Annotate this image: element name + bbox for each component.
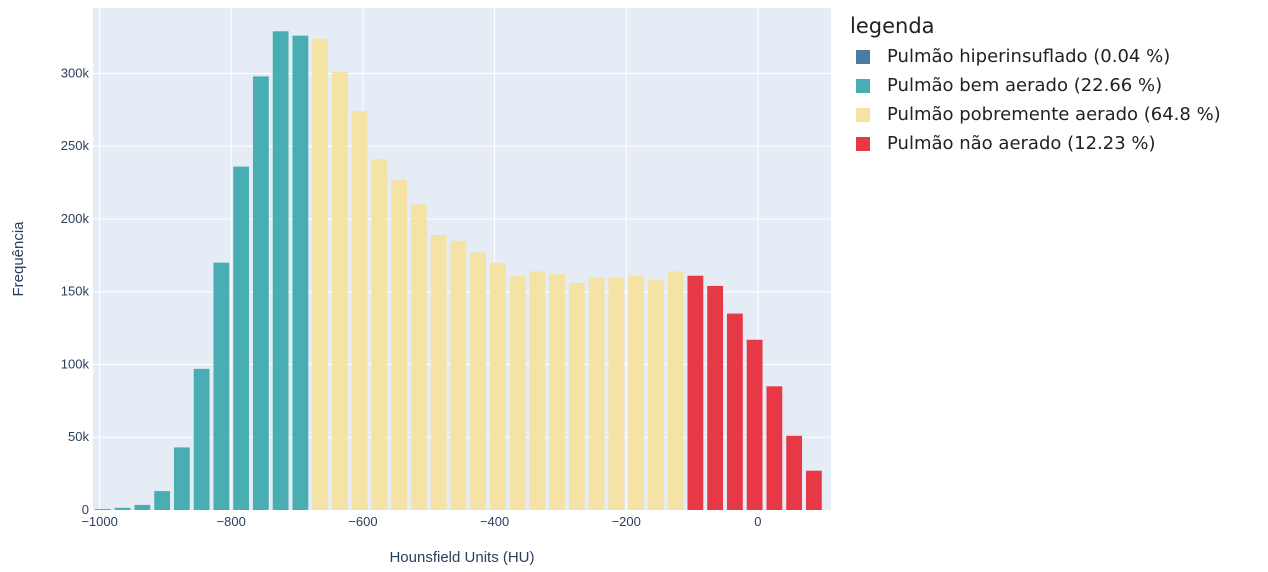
legend-label: Pulmão hiperinsuflado (0.04 %) — [887, 46, 1171, 67]
x-tick-label: −800 — [217, 514, 246, 529]
histogram-bar — [667, 271, 684, 510]
histogram-bar — [154, 491, 171, 510]
histogram-bar — [746, 339, 763, 510]
legend-items: Pulmão hiperinsuflado (0.04 %) Pulmão bem… — [850, 42, 1221, 158]
histogram-bar — [805, 470, 822, 510]
histogram-bar — [529, 271, 546, 510]
legend-label: Pulmão não aerado (12.23 %) — [887, 133, 1156, 154]
legend-label: Pulmão pobremente aerado (64.8 %) — [887, 104, 1221, 125]
histogram-bar — [707, 285, 724, 510]
histogram-bar — [647, 280, 664, 510]
histogram-bar — [94, 509, 111, 510]
histogram-bar — [193, 368, 210, 510]
histogram-bar — [509, 275, 526, 510]
y-tick-label: 50k — [68, 429, 89, 444]
legend-swatch — [856, 49, 870, 64]
histogram-bar — [430, 234, 447, 510]
bars — [94, 31, 822, 511]
histogram-bar — [114, 507, 131, 510]
legend-item[interactable]: Pulmão hiperinsuflado (0.04 %) — [850, 42, 1221, 71]
y-tick-label: 150k — [61, 284, 90, 299]
x-tick-label: 0 — [754, 514, 761, 529]
legend-label: Pulmão bem aerado (22.66 %) — [887, 75, 1163, 96]
histogram-bar — [687, 275, 704, 510]
histogram-bar — [351, 111, 368, 510]
y-axis-title: Frequência — [10, 221, 27, 297]
histogram-bar — [173, 447, 190, 510]
histogram-bar — [272, 31, 289, 510]
histogram-bar — [233, 166, 250, 510]
histogram-bar — [371, 159, 388, 511]
histogram-bar — [331, 72, 348, 510]
legend-swatch — [856, 78, 870, 93]
y-tick-label: 200k — [61, 211, 90, 226]
histogram-bar — [726, 313, 743, 510]
histogram-bar — [213, 262, 230, 510]
histogram-bar — [549, 274, 566, 510]
legend-swatch — [856, 136, 870, 151]
histogram-bar — [588, 277, 605, 510]
x-axis-ticks: −1000 −800 −600 −400 −200 0 — [81, 514, 761, 529]
histogram-bar — [410, 204, 427, 510]
x-tick-label: −1000 — [81, 514, 118, 529]
y-axis-ticks: 0 50k 100k 150k 200k 250k 300k — [61, 65, 90, 517]
x-tick-label: −400 — [480, 514, 509, 529]
legend-item[interactable]: Pulmão não aerado (12.23 %) — [850, 129, 1221, 158]
y-tick-label: 100k — [61, 356, 90, 371]
histogram-bar — [292, 35, 309, 511]
legend: legenda Pulmão hiperinsuflado (0.04 %) Pu… — [850, 14, 1221, 158]
histogram-bar — [568, 283, 585, 510]
y-tick-label: 300k — [61, 65, 90, 80]
histogram-bar — [312, 38, 329, 511]
histogram-bar — [628, 275, 645, 510]
legend-item[interactable]: Pulmão pobremente aerado (64.8 %) — [850, 100, 1221, 129]
histogram-bar — [252, 76, 269, 511]
x-tick-label: −600 — [348, 514, 377, 529]
histogram-bar — [786, 435, 803, 510]
histogram-bar — [766, 386, 783, 510]
y-tick-label: 250k — [61, 138, 90, 153]
y-tick-label: 0 — [82, 502, 89, 517]
x-tick-label: −200 — [612, 514, 641, 529]
legend-item[interactable]: Pulmão bem aerado (22.66 %) — [850, 71, 1221, 100]
histogram-bar — [391, 179, 408, 510]
histogram-bar — [608, 277, 625, 510]
legend-swatch — [856, 107, 870, 122]
histogram-bar — [450, 240, 467, 511]
legend-title: legenda — [850, 14, 935, 38]
histogram-bar — [489, 262, 506, 510]
histogram-bar — [470, 252, 487, 510]
x-axis-title: Hounsfield Units (HU) — [389, 549, 534, 566]
histogram-bar — [134, 504, 151, 510]
